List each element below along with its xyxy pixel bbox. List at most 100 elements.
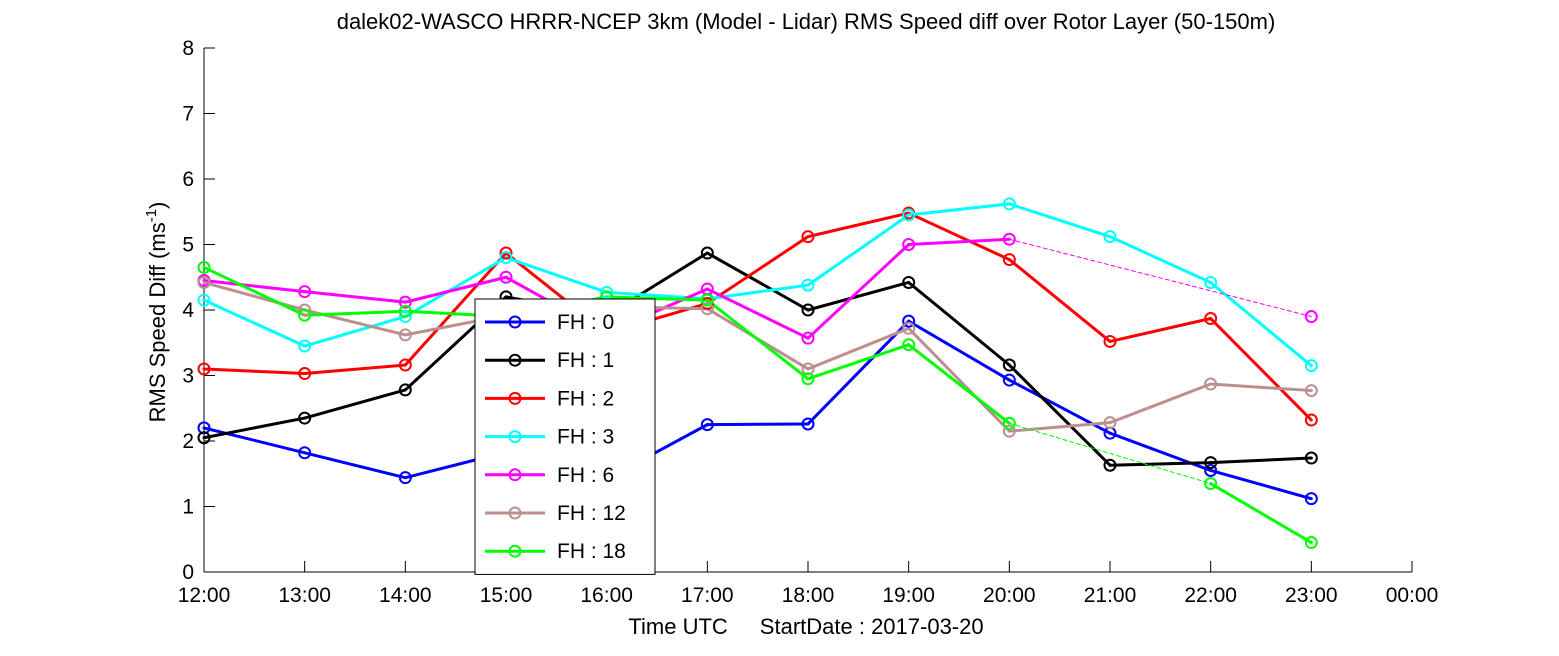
- data-point: [902, 238, 916, 251]
- series-segment: [806, 211, 911, 239]
- data-point: [801, 230, 815, 244]
- series-segment: [1108, 382, 1213, 425]
- data-point: [801, 303, 815, 317]
- series-segment: [806, 343, 911, 381]
- x-tick-label: 17:00: [681, 584, 734, 607]
- legend-label: FH : 2: [557, 387, 614, 410]
- y-tick-label: 1: [182, 496, 194, 519]
- series-segment: [303, 315, 407, 348]
- data-point: [298, 285, 312, 299]
- series-segment: [303, 388, 407, 420]
- data-point: [1002, 232, 1016, 246]
- series-segment: [1209, 317, 1313, 422]
- data-point: [1002, 416, 1016, 430]
- series-segment: [202, 280, 307, 312]
- series-lines: [202, 202, 1313, 545]
- series-segment: [806, 280, 911, 312]
- data-point: [1304, 536, 1318, 550]
- data-point: [499, 246, 513, 260]
- data-point: [801, 417, 815, 431]
- series-segment: [705, 422, 810, 427]
- x-axis-label: Time UTC StartDate : 2017-03-20: [628, 614, 983, 639]
- data-point: [902, 314, 916, 328]
- legend-marker: [508, 353, 522, 367]
- series-segment: [1209, 468, 1313, 501]
- data-point: [398, 471, 412, 485]
- series-segment: [1007, 202, 1112, 239]
- legend-marker: [508, 430, 522, 444]
- data-point: [1304, 413, 1318, 427]
- series-segment: [202, 279, 307, 294]
- series-segment: [806, 326, 911, 371]
- series-segment: [806, 213, 911, 287]
- series-segment: [1209, 456, 1313, 465]
- legend-label: FH : 12: [557, 502, 626, 525]
- data-point: [1002, 253, 1016, 267]
- data-point: [298, 446, 312, 460]
- series-segment: [907, 343, 1011, 425]
- x-tick-label: 20:00: [983, 584, 1036, 607]
- y-tick-label: 5: [182, 234, 194, 257]
- data-point: [1304, 492, 1318, 506]
- series-segment: [202, 298, 307, 348]
- data-point: [1304, 384, 1318, 398]
- series-segment: [1007, 258, 1112, 343]
- series-segment: [1108, 317, 1213, 343]
- series-segment: [705, 287, 810, 340]
- series-segment: [907, 202, 1011, 217]
- data-point: [700, 302, 714, 316]
- y-tick-label: 6: [182, 168, 194, 191]
- data-point: [398, 295, 412, 309]
- data-point: [902, 321, 916, 335]
- data-point: [197, 275, 211, 289]
- series-segment: [1007, 421, 1112, 433]
- series-segment: [705, 251, 810, 312]
- y-tick-label: 8: [182, 37, 194, 60]
- x-tick-label: 15:00: [480, 584, 533, 607]
- data-point: [1204, 477, 1218, 491]
- y-axis-label-sup: -1: [143, 209, 160, 222]
- data-point: [1204, 463, 1218, 477]
- x-tick-label: 18:00: [782, 584, 835, 607]
- series-segment: [705, 235, 810, 305]
- data-point: [398, 304, 412, 318]
- x-tick-label: 14:00: [379, 584, 432, 607]
- data-point: [499, 251, 513, 265]
- data-point: [298, 303, 312, 317]
- data-point: [298, 367, 312, 381]
- x-tick-label: 23:00: [1285, 584, 1338, 607]
- series-segment: [504, 256, 609, 294]
- data-point: [298, 339, 312, 353]
- legend-marker: [508, 468, 522, 482]
- data-point: [902, 338, 916, 352]
- data-point: [1103, 230, 1117, 244]
- data-point: [197, 293, 211, 307]
- series-segment: [303, 363, 407, 376]
- data-point: [1204, 377, 1218, 391]
- data-point: [1002, 373, 1016, 387]
- series-gap-segment: [1008, 422, 1212, 485]
- series-segment: [907, 237, 1011, 246]
- data-point: [197, 362, 211, 376]
- data-point: [197, 431, 211, 445]
- legend: FH : 0 FH : 1 FH : 2 FH : 3 FH : 6 FH : 12 FH …: [474, 298, 656, 575]
- x-tick-label: 00:00: [1386, 584, 1439, 607]
- series-gap-segment: [1008, 238, 1312, 318]
- y-axis-label-text: RMS Speed Diff (ms: [145, 222, 170, 422]
- data-point: [700, 293, 714, 307]
- series-segment: [1007, 363, 1112, 467]
- series-segment: [1209, 482, 1313, 545]
- series-segment: [303, 309, 407, 317]
- series-segment: [806, 243, 911, 340]
- series-segment: [202, 416, 307, 440]
- data-point: [1304, 359, 1318, 373]
- legend-label: FH : 0: [557, 311, 614, 334]
- series-segment: [403, 251, 508, 367]
- series-segment: [303, 451, 407, 480]
- data-point: [801, 362, 815, 376]
- series-segment: [202, 265, 307, 317]
- data-point: [1103, 334, 1117, 348]
- data-point: [1002, 358, 1016, 372]
- legend-marker: [508, 391, 522, 405]
- axes: 0 1 2 3 4 5 6 7 8 12:00 13:00 14:00 15:00 16:00 17:00 1…: [178, 37, 1439, 607]
